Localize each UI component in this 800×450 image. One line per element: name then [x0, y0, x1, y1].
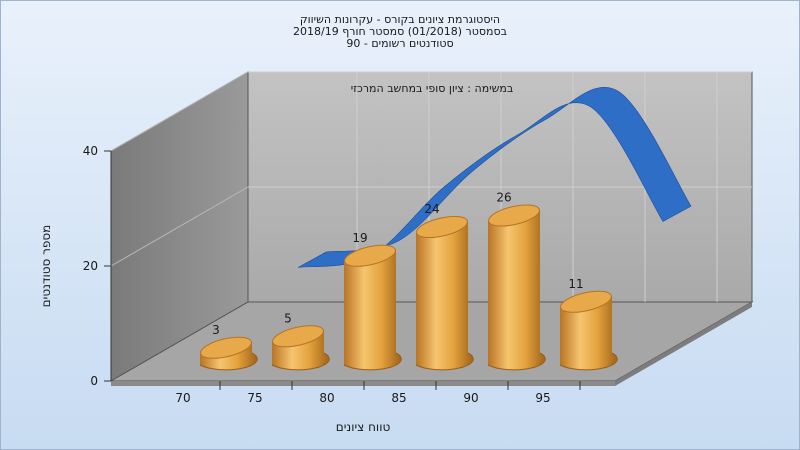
y-axis-label: מספר סטודנטים	[39, 225, 53, 308]
trend-curve-ribbon	[297, 86, 692, 268]
bar-value-label: 11	[568, 277, 583, 291]
bar-base-rim	[415, 352, 474, 371]
x-axis: 70 75 80 85 90 95	[175, 381, 581, 405]
bar-value-label: 5	[284, 311, 292, 325]
trend-curve-layer	[297, 86, 692, 268]
bar-base-rim	[487, 352, 546, 371]
x-tick-label: 90	[463, 391, 478, 405]
bar: 24	[415, 202, 474, 371]
y-tick-label: 40	[83, 144, 98, 158]
x-tick-label: 80	[319, 391, 334, 405]
bar: 26	[487, 191, 546, 371]
x-tick-label: 95	[535, 391, 550, 405]
bar: 3	[199, 323, 258, 371]
bar-value-label: 26	[496, 191, 511, 205]
x-tick-label: 75	[247, 391, 262, 405]
x-axis-label: טווח ציונים	[336, 420, 391, 434]
bar: 19	[343, 231, 402, 371]
y-tick-label: 20	[83, 259, 98, 273]
chart-title-line-1: היסטוגרמת ציונים בקורס - עקרונות השיווק	[300, 13, 500, 26]
floor-right-edge	[615, 302, 752, 386]
side-gridline	[110, 71, 249, 152]
y-tick-label: 0	[90, 374, 98, 388]
bar-body	[344, 249, 402, 370]
bar: 11	[559, 277, 618, 371]
bar-body	[488, 209, 546, 370]
bar-top	[200, 336, 252, 359]
bar-top	[272, 325, 324, 348]
bar-top	[416, 215, 468, 239]
floor-front-edge	[111, 381, 615, 386]
bar-top	[488, 204, 540, 227]
bar-base-rim	[343, 352, 402, 371]
bar: 5	[271, 311, 330, 371]
bar-top	[344, 244, 396, 267]
bar-base-rim	[271, 352, 330, 371]
chart-title-line-3: סטודנטים רשומים - 90	[346, 37, 453, 50]
chart-subtitle: במשימה : ציון סופי במחשב המרכזי	[351, 82, 514, 95]
bar-value-label: 19	[352, 231, 367, 245]
bar-series: 3 5 19 24 26 11	[199, 191, 618, 371]
bar-base-rim	[199, 352, 258, 371]
bar-body	[416, 221, 474, 370]
bar-value-label: 3	[212, 323, 220, 337]
x-tick-label: 70	[175, 391, 190, 405]
bar-base-rim	[559, 352, 618, 371]
bar-body	[560, 295, 618, 370]
bar-top	[560, 290, 612, 313]
y-axis: 0 20 40	[83, 144, 112, 388]
chart-title-line-2: בסמסטר (01/2018) סמסטר חורף 2018/19	[293, 25, 507, 38]
bar-value-label: 24	[424, 202, 439, 216]
side-gridline	[110, 186, 249, 267]
x-tick-label: 85	[391, 391, 406, 405]
